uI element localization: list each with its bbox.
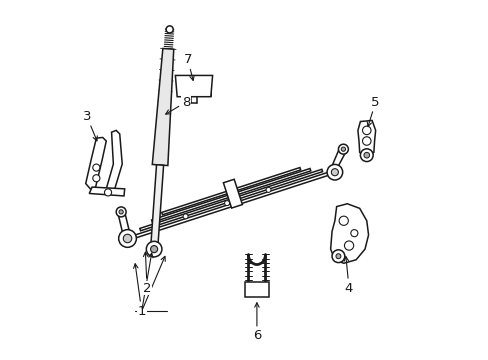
Text: 3: 3	[82, 110, 97, 141]
Circle shape	[183, 214, 188, 219]
Circle shape	[123, 234, 132, 243]
Polygon shape	[150, 165, 163, 249]
Circle shape	[331, 250, 344, 262]
Circle shape	[326, 165, 342, 180]
Text: 4: 4	[344, 257, 352, 294]
Text: 7: 7	[183, 53, 194, 80]
Circle shape	[335, 254, 340, 259]
Text: 2: 2	[142, 252, 151, 294]
Circle shape	[224, 201, 229, 206]
Polygon shape	[140, 169, 322, 231]
Text: 5: 5	[366, 95, 379, 127]
Circle shape	[150, 246, 157, 253]
Polygon shape	[85, 138, 106, 189]
Text: 8: 8	[165, 95, 190, 114]
Circle shape	[350, 230, 357, 237]
Circle shape	[93, 175, 100, 182]
Circle shape	[104, 189, 111, 196]
Text: 1: 1	[133, 264, 145, 318]
Circle shape	[363, 152, 369, 158]
Polygon shape	[357, 121, 375, 157]
Polygon shape	[152, 49, 173, 166]
Circle shape	[116, 207, 126, 217]
Circle shape	[360, 149, 372, 162]
Circle shape	[265, 188, 270, 192]
Bar	[244, 282, 268, 297]
Circle shape	[339, 216, 347, 225]
Polygon shape	[175, 76, 212, 97]
Circle shape	[362, 126, 370, 135]
Circle shape	[119, 210, 123, 214]
Circle shape	[338, 144, 347, 154]
Circle shape	[341, 147, 345, 151]
Circle shape	[344, 241, 353, 250]
Circle shape	[362, 137, 370, 145]
Circle shape	[119, 230, 136, 247]
Polygon shape	[131, 172, 330, 239]
Polygon shape	[162, 167, 300, 215]
Circle shape	[331, 168, 338, 176]
Circle shape	[93, 164, 100, 171]
Circle shape	[146, 241, 162, 257]
Polygon shape	[330, 204, 368, 263]
Polygon shape	[151, 168, 310, 222]
Polygon shape	[223, 179, 242, 208]
Circle shape	[166, 26, 173, 33]
Polygon shape	[89, 187, 124, 196]
Polygon shape	[105, 130, 122, 194]
Text: 6: 6	[252, 303, 261, 342]
